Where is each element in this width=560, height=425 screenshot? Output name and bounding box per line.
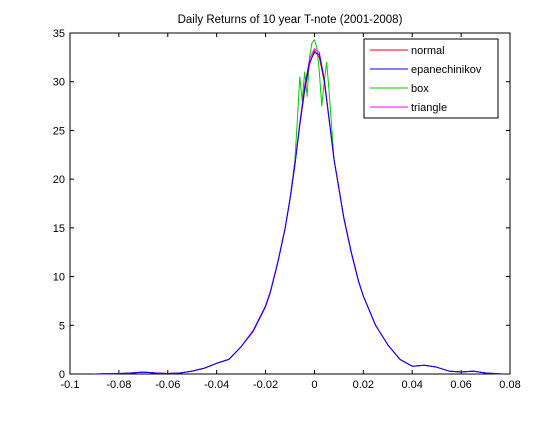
x-tick-label: -0.08 xyxy=(106,379,131,391)
legend-label-triangle: triangle xyxy=(411,102,447,114)
legend-label-box: box xyxy=(411,83,429,95)
x-tick-label: -0.1 xyxy=(61,379,80,391)
legend-box xyxy=(363,38,499,119)
x-axis: -0.1 -0.08 -0.06 -0.04 -0.02 0 0.02 0.04 0.06 0.0… xyxy=(61,33,521,391)
x-tick-label: 0.08 xyxy=(499,379,520,391)
x-tick-label: 0.06 xyxy=(450,379,471,391)
legend: normal epanechinikov box triangle xyxy=(363,38,499,119)
x-tick-label: 0 xyxy=(311,379,317,391)
x-tick-label: -0.04 xyxy=(204,379,229,391)
series-line-epanechinikov xyxy=(94,51,503,375)
y-tick-label: 30 xyxy=(53,77,65,89)
legend-label-normal: normal xyxy=(411,45,445,57)
y-tick-label: 5 xyxy=(59,320,65,332)
series-lines xyxy=(94,39,503,375)
y-tick-label: 15 xyxy=(53,223,65,235)
x-tick-label: 0.02 xyxy=(353,379,374,391)
y-tick-label: 10 xyxy=(53,272,65,284)
x-tick-label: -0.06 xyxy=(155,379,180,391)
y-tick-label: 35 xyxy=(53,28,65,40)
y-tick-label: 20 xyxy=(53,174,65,186)
chart-title: Daily Returns of 10 year T-note (2001-20… xyxy=(178,14,403,26)
y-tick-label: 0 xyxy=(59,369,65,381)
y-tick-label: 25 xyxy=(53,125,65,137)
x-tick-label: -0.02 xyxy=(253,379,278,391)
legend-label-epanechinikov: epanechinikov xyxy=(411,64,482,76)
x-tick-label: 0.04 xyxy=(402,379,423,391)
y-axis: 0 5 10 15 20 25 30 35 xyxy=(53,28,510,381)
